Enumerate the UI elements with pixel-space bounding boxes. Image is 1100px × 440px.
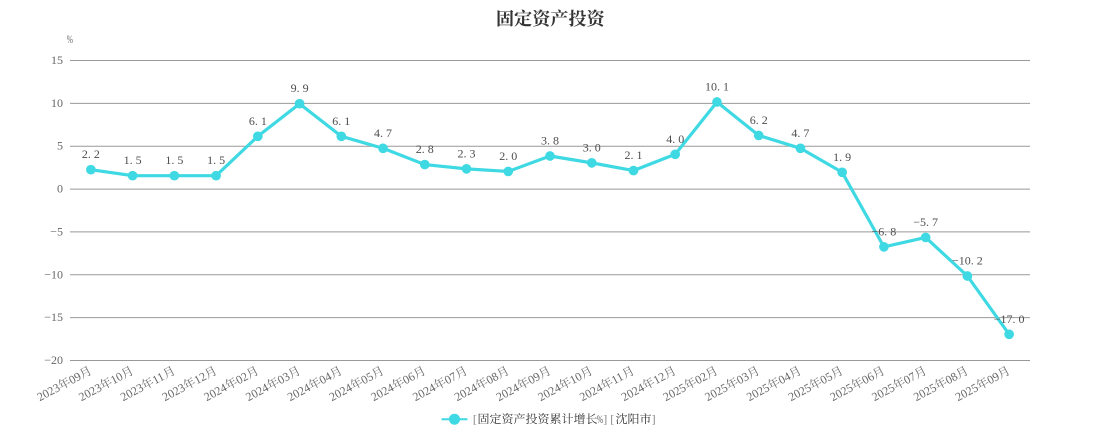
svg-text:2024: 2024 [243,380,271,404]
svg-text:2023: 2023 [160,380,188,404]
svg-text:02: 02 [233,369,250,387]
svg-text:11: 11 [150,369,167,387]
svg-text:4. 7: 4. 7 [791,126,809,140]
svg-text:2024: 2024 [368,380,396,404]
svg-text:−10: −10 [44,267,63,281]
svg-text:2. 1: 2. 1 [624,148,642,162]
svg-text:−15: −15 [44,310,63,324]
svg-text:2023: 2023 [76,380,104,404]
svg-text:[: [ [473,412,477,426]
svg-text:2025: 2025 [786,380,814,404]
svg-text:6. 2: 6. 2 [750,113,768,127]
svg-text:2024: 2024 [410,380,438,404]
svg-text:2024: 2024 [535,380,563,404]
svg-text:04: 04 [776,369,793,387]
svg-text:−10. 2: −10. 2 [952,254,983,268]
svg-text:[: [ [610,412,614,426]
svg-text:10. 1: 10. 1 [705,80,729,94]
svg-text:6. 1: 6. 1 [332,114,350,128]
svg-text:06: 06 [400,369,417,387]
svg-text:2023: 2023 [35,380,63,404]
svg-text:−5: −5 [50,224,63,238]
svg-text:07: 07 [901,369,918,387]
svg-text:05: 05 [818,369,835,387]
svg-text:03: 03 [734,369,751,387]
svg-text:2024: 2024 [285,380,313,404]
svg-text:2025: 2025 [744,380,772,404]
svg-text:4. 7: 4. 7 [374,126,392,140]
svg-text:06: 06 [859,369,876,387]
svg-text:2024: 2024 [201,380,229,404]
svg-text:2. 2: 2. 2 [82,147,100,161]
svg-text:02: 02 [692,369,709,387]
svg-text:1. 9: 1. 9 [833,150,851,164]
svg-text:10: 10 [567,369,584,387]
svg-text:2025: 2025 [911,380,939,404]
svg-text:07: 07 [442,369,459,387]
svg-text:2024: 2024 [619,380,647,404]
svg-text:04: 04 [317,369,334,387]
svg-text:2025: 2025 [702,380,730,404]
svg-text:2. 0: 2. 0 [499,149,517,163]
svg-text:]: ] [603,412,607,426]
svg-text:09: 09 [525,369,542,387]
svg-text:3. 8: 3. 8 [541,134,559,148]
svg-text:−17. 0: −17. 0 [994,312,1025,326]
svg-text:11: 11 [609,369,626,387]
svg-text:−20: −20 [44,353,63,367]
svg-text:6. 1: 6. 1 [249,114,267,128]
svg-text:08: 08 [943,369,960,387]
svg-text:2024: 2024 [327,380,355,404]
svg-text:10: 10 [51,96,63,110]
svg-text:%: % [597,414,603,427]
svg-text:−5. 7: −5. 7 [913,215,938,229]
svg-text:3. 0: 3. 0 [583,140,601,154]
svg-text:09: 09 [985,369,1002,387]
svg-text:2. 3: 2. 3 [458,146,476,160]
svg-text:9. 9: 9. 9 [291,81,309,95]
svg-text:%: % [67,33,73,46]
svg-text:2024: 2024 [452,380,480,404]
svg-text:03: 03 [275,369,292,387]
svg-text:0: 0 [57,182,63,196]
svg-text:1. 5: 1. 5 [124,153,142,167]
svg-text:2025: 2025 [828,380,856,404]
svg-text:09: 09 [66,369,83,387]
svg-text:2024: 2024 [494,380,522,404]
svg-text:1. 5: 1. 5 [207,153,225,167]
svg-text:2024: 2024 [577,380,605,404]
svg-text:2025: 2025 [661,380,689,404]
svg-text:05: 05 [358,369,375,387]
svg-text:1. 5: 1. 5 [165,153,183,167]
svg-text:12: 12 [192,369,209,387]
svg-text:10: 10 [108,369,125,387]
svg-text:08: 08 [484,369,501,387]
svg-text:−6. 8: −6. 8 [872,224,897,238]
svg-text:2025: 2025 [953,380,981,404]
svg-text:]: ] [652,412,656,426]
svg-text:2025: 2025 [869,380,897,404]
svg-text:5: 5 [57,139,63,153]
svg-text:15: 15 [51,53,63,67]
svg-text:4. 0: 4. 0 [666,132,684,146]
svg-text:12: 12 [651,369,668,387]
svg-text:2. 8: 2. 8 [416,142,434,156]
svg-text:2023: 2023 [118,380,146,404]
